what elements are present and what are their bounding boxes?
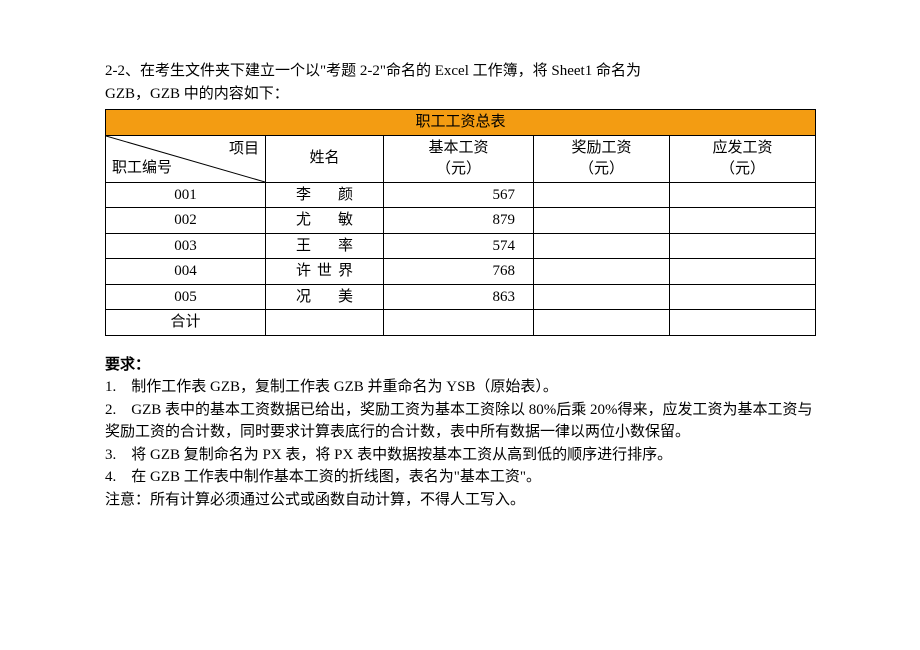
table-row: 005 况 美 863 xyxy=(106,284,816,310)
cell-base: 863 xyxy=(384,284,534,310)
cell-total xyxy=(670,284,816,310)
cell-name: 王 率 xyxy=(266,233,384,259)
table-title-row: 职工工资总表 xyxy=(106,110,816,136)
requirement-3: 3. 将 GZB 复制命名为 PX 表，将 PX 表中数据按基本工资从高到低的顺… xyxy=(105,444,815,467)
header-corner-cell: 项目 职工编号 xyxy=(106,135,266,182)
header-total-salary: 应发工资 （元） xyxy=(670,135,816,182)
cell-bonus xyxy=(534,233,670,259)
table-title: 职工工资总表 xyxy=(106,110,816,136)
requirement-2: 2. GZB 表中的基本工资数据已给出，奖励工资为基本工资除以 80%后乘 20… xyxy=(105,399,815,444)
cell-total xyxy=(670,233,816,259)
cell-empty xyxy=(266,310,384,336)
intro-line-2: GZB，GZB 中的内容如下： xyxy=(105,86,289,102)
salary-table: 职工工资总表 项目 职工编号 姓名 基本工资 （元） 奖励工资 （元） xyxy=(105,109,816,336)
cell-bonus xyxy=(534,284,670,310)
cell-id: 005 xyxy=(106,284,266,310)
cell-total xyxy=(670,208,816,234)
cell-base: 567 xyxy=(384,182,534,208)
cell-empty xyxy=(670,310,816,336)
cell-total xyxy=(670,182,816,208)
cell-name: 许世界 xyxy=(266,259,384,285)
table-row: 004 许世界 768 xyxy=(106,259,816,285)
header-bonus-salary: 奖励工资 （元） xyxy=(534,135,670,182)
table-row: 002 尤 敏 879 xyxy=(106,208,816,234)
cell-total xyxy=(670,259,816,285)
table-header-row: 项目 职工编号 姓名 基本工资 （元） 奖励工资 （元） 应发工资 （元） xyxy=(106,135,816,182)
cell-bonus xyxy=(534,208,670,234)
cell-id: 004 xyxy=(106,259,266,285)
cell-name: 况 美 xyxy=(266,284,384,310)
cell-id: 002 xyxy=(106,208,266,234)
cell-bonus xyxy=(534,259,670,285)
cell-id: 001 xyxy=(106,182,266,208)
intro-text: 2-2、在考生文件夹下建立一个以"考题 2-2"命名的 Excel 工作簿，将 … xyxy=(105,60,815,105)
requirement-4: 4. 在 GZB 工作表中制作基本工资的折线图，表名为"基本工资"。 xyxy=(105,466,815,489)
document-page: 2-2、在考生文件夹下建立一个以"考题 2-2"命名的 Excel 工作簿，将 … xyxy=(0,0,920,551)
header-base-salary: 基本工资 （元） xyxy=(384,135,534,182)
requirement-note: 注意：所有计算必须通过公式或函数自动计算，不得人工写入。 xyxy=(105,489,815,512)
requirements-list: 1. 制作工作表 GZB，复制工作表 GZB 并重命名为 YSB（原始表）。 2… xyxy=(105,376,815,511)
table-total-row: 合计 xyxy=(106,310,816,336)
cell-base: 879 xyxy=(384,208,534,234)
requirements-title: 要求： xyxy=(105,354,815,377)
cell-bonus xyxy=(534,182,670,208)
cell-id: 003 xyxy=(106,233,266,259)
cell-name: 尤 敏 xyxy=(266,208,384,234)
intro-line-1: 2-2、在考生文件夹下建立一个以"考题 2-2"命名的 Excel 工作簿，将 … xyxy=(105,63,641,79)
cell-empty xyxy=(534,310,670,336)
cell-empty xyxy=(384,310,534,336)
table-row: 001 李 颜 567 xyxy=(106,182,816,208)
header-corner-top: 项目 xyxy=(229,138,259,161)
header-corner-bottom: 职工编号 xyxy=(112,157,172,180)
requirement-1: 1. 制作工作表 GZB，复制工作表 GZB 并重命名为 YSB（原始表）。 xyxy=(105,376,815,399)
cell-base: 574 xyxy=(384,233,534,259)
table-row: 003 王 率 574 xyxy=(106,233,816,259)
cell-base: 768 xyxy=(384,259,534,285)
cell-name: 李 颜 xyxy=(266,182,384,208)
header-name: 姓名 xyxy=(266,135,384,182)
cell-total-label: 合计 xyxy=(106,310,266,336)
